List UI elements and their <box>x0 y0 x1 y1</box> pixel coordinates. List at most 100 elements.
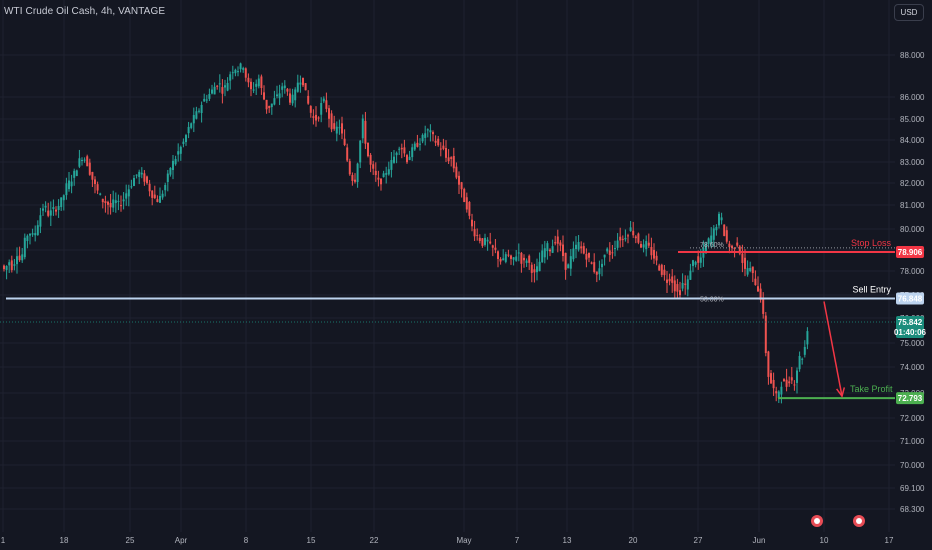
candle-body <box>166 173 169 182</box>
candle-body <box>203 98 206 102</box>
time-tick-label: 1 <box>1 536 6 545</box>
candle-body <box>291 94 294 104</box>
currency-button[interactable]: USD <box>894 4 924 21</box>
candle-body <box>803 346 806 355</box>
candle-body <box>588 252 590 258</box>
candle-body <box>374 170 377 176</box>
candle-body <box>273 98 276 105</box>
candle-body <box>400 147 403 150</box>
candle-body <box>712 228 715 240</box>
candle-body <box>611 252 614 254</box>
candle-body <box>536 266 538 273</box>
candle-body <box>70 181 73 187</box>
candle-body <box>442 145 445 149</box>
candle-body <box>408 156 411 161</box>
candle-body <box>182 141 185 144</box>
candle-body <box>762 299 765 314</box>
candle-body <box>491 245 494 248</box>
time-tick-label: 17 <box>885 536 894 545</box>
candle-body <box>523 257 525 261</box>
symbol-title[interactable]: WTI Crude Oil Cash, 4h, VANTAGE <box>4 6 166 17</box>
candle-body <box>741 253 744 263</box>
candle-body <box>255 83 258 87</box>
candle-body <box>83 159 86 161</box>
time-tick-label: 13 <box>563 536 572 545</box>
candle-body <box>73 170 76 178</box>
candle-body <box>153 194 156 199</box>
price-tick-label: 68.300 <box>900 505 925 514</box>
candle-body <box>13 264 16 266</box>
time-tick-label: 25 <box>126 536 135 545</box>
candle-body <box>593 262 596 272</box>
candle-body <box>697 256 700 263</box>
candle-body <box>140 172 143 175</box>
candle-body <box>138 171 141 178</box>
candle-body <box>62 195 65 201</box>
candle-body <box>216 85 219 87</box>
candle-body <box>450 157 453 159</box>
projection-arrow-head <box>836 387 846 398</box>
candle-body <box>322 98 325 102</box>
candle-body <box>120 205 122 207</box>
candle-body <box>796 370 798 383</box>
candle-body <box>174 158 177 165</box>
candle-body <box>455 166 458 178</box>
price-tick-label: 72.000 <box>900 414 925 423</box>
time-axis[interactable]: 1 18 25 Apr 8 15 22 May 7 13 20 27 Jun 10 17 <box>1 536 894 545</box>
candle-body <box>533 269 536 273</box>
candle-body <box>666 279 668 283</box>
candle-body <box>91 171 94 180</box>
candle-body <box>757 286 759 292</box>
sell-entry-price-tag-text: 76.848 <box>898 294 923 303</box>
candle-body <box>276 94 278 97</box>
candle-body <box>114 200 117 204</box>
candle-body <box>723 224 726 236</box>
candle-body <box>460 182 463 190</box>
candle-body <box>772 379 775 389</box>
candle-body <box>426 129 429 131</box>
price-tick-label: 86.000 <box>900 93 925 102</box>
candle-body <box>234 69 237 74</box>
candle-body <box>663 269 666 276</box>
candle-body <box>185 135 187 143</box>
candle-body <box>437 138 440 146</box>
candle-body <box>312 116 315 118</box>
candle-body <box>788 381 791 384</box>
candle-body <box>710 235 713 244</box>
candle-body <box>294 89 297 101</box>
candle-body <box>554 242 557 244</box>
candle-body <box>634 236 637 239</box>
candle-body <box>429 130 432 133</box>
candle-body <box>130 186 133 188</box>
candle-body <box>551 246 554 253</box>
candle-body <box>393 156 395 163</box>
candle-body <box>512 257 515 260</box>
candle-body <box>398 148 401 150</box>
candle-body <box>18 255 21 261</box>
candle-body <box>117 200 120 202</box>
candle-body <box>380 178 382 185</box>
fib-upper-label: 78.60% <box>700 242 724 249</box>
time-tick-label: 22 <box>370 536 379 545</box>
candle-body <box>86 156 89 167</box>
price-tick-label: 84.000 <box>900 136 925 145</box>
candle-body <box>377 177 380 180</box>
candle-body <box>52 207 55 209</box>
candle-body <box>692 260 694 267</box>
candle-body <box>65 183 68 196</box>
candle-body <box>39 215 42 227</box>
candle-body <box>728 243 731 248</box>
candle-body <box>473 229 476 237</box>
candle-body <box>343 138 346 145</box>
candle-body <box>315 114 317 121</box>
candle-body <box>78 158 81 167</box>
candle-body <box>403 147 406 154</box>
event-icons[interactable] <box>811 515 865 527</box>
candle-body <box>10 260 13 271</box>
candle-body <box>653 249 655 259</box>
candle-body <box>619 236 622 241</box>
candle-body <box>502 258 505 261</box>
candle-body <box>793 384 796 386</box>
